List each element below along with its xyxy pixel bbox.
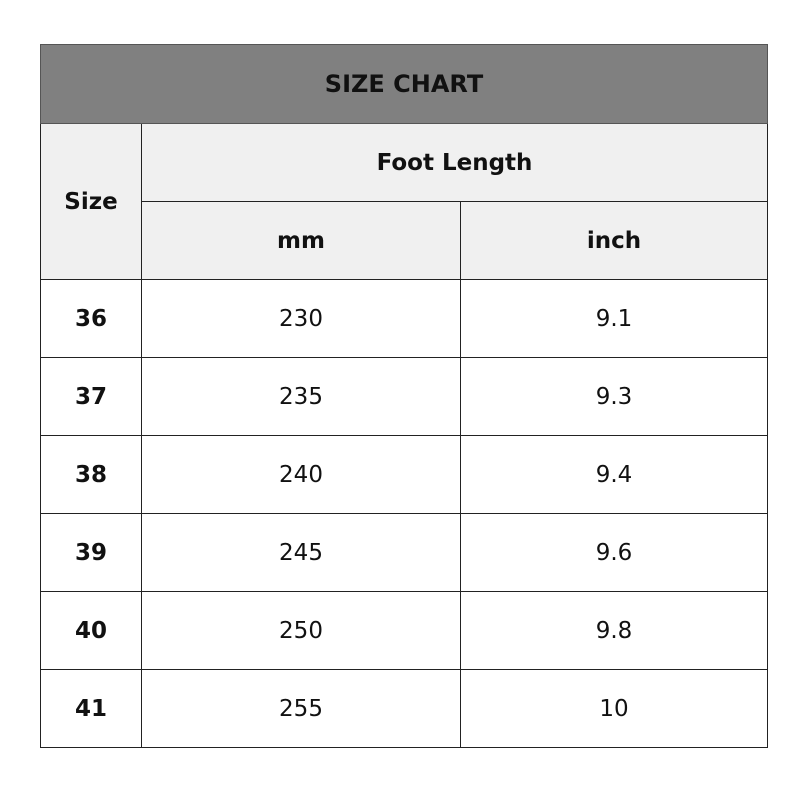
inch-cell: 9.8 [460, 591, 768, 670]
header-inch: inch [460, 201, 768, 280]
header-row: Size Foot Length [40, 123, 768, 280]
size-cell: 40 [40, 591, 142, 670]
mm-cell: 245 [141, 513, 461, 592]
table-row: 37 235 9.3 [40, 357, 768, 436]
inch-cell: 10 [460, 669, 768, 748]
subheader-row: mm inch [41, 201, 768, 280]
header-mm: mm [141, 201, 461, 280]
size-cell: 37 [40, 357, 142, 436]
mm-cell: 240 [141, 435, 461, 514]
table-title: SIZE CHART [40, 44, 768, 124]
title-row: SIZE CHART [40, 44, 768, 124]
table-row: 38 240 9.4 [40, 435, 768, 514]
size-cell: 36 [40, 279, 142, 358]
inch-cell: 9.6 [460, 513, 768, 592]
table-row: 39 245 9.6 [40, 513, 768, 592]
table-row: 41 255 10 [40, 669, 768, 748]
size-chart-table: SIZE CHART Size Foot Length mm inch 36 23… [40, 44, 768, 748]
mm-cell: 230 [141, 279, 461, 358]
inch-cell: 9.1 [460, 279, 768, 358]
header-foot-length: Foot Length [141, 123, 768, 202]
size-cell: 39 [40, 513, 142, 592]
inch-cell: 9.4 [460, 435, 768, 514]
header-size: Size [40, 123, 142, 280]
table-row: 40 250 9.8 [40, 591, 768, 670]
inch-cell: 9.3 [460, 357, 768, 436]
mm-cell: 250 [141, 591, 461, 670]
table-row: 36 230 9.1 [40, 279, 768, 358]
mm-cell: 255 [141, 669, 461, 748]
size-cell: 38 [40, 435, 142, 514]
mm-cell: 235 [141, 357, 461, 436]
size-cell: 41 [40, 669, 142, 748]
